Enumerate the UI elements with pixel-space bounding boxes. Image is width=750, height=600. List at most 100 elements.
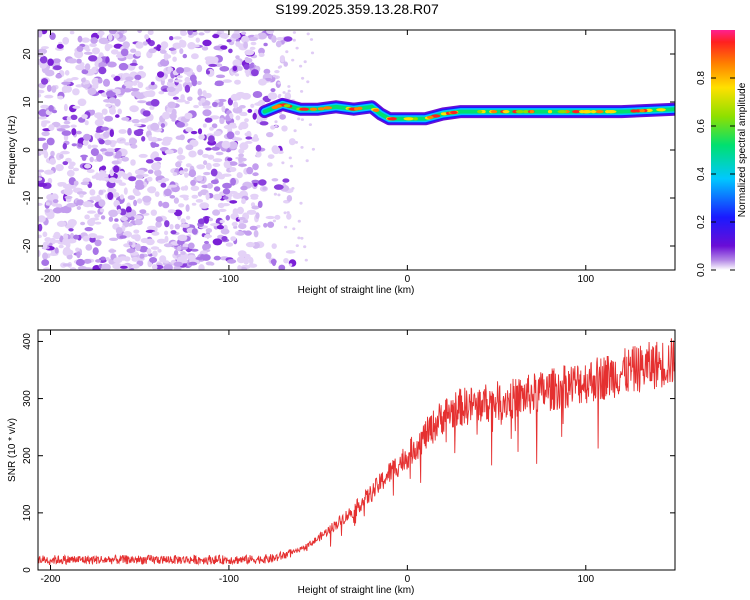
noise-speck	[126, 212, 135, 218]
noise-speck	[300, 90, 304, 93]
noise-speck	[216, 225, 224, 230]
noise-speck	[306, 80, 310, 84]
noise-speck	[47, 177, 53, 185]
noise-speck	[90, 109, 95, 114]
snr-axes: -200 -100 0 100 0 100 200 300 400	[22, 330, 675, 585]
noise-speck	[144, 34, 150, 40]
tone-hotspot	[630, 109, 638, 113]
noise-speck	[40, 104, 50, 109]
noise-speck	[67, 58, 78, 64]
noise-speck	[41, 121, 47, 128]
noise-speck	[188, 169, 197, 178]
noise-speck	[162, 201, 170, 209]
noise-speck	[70, 267, 77, 270]
noise-speck	[288, 138, 296, 146]
noise-speck	[80, 221, 86, 226]
noise-speck	[130, 88, 140, 92]
noise-speck	[279, 55, 285, 63]
noise-speck	[169, 195, 176, 199]
y-tick-label: 300	[22, 390, 33, 407]
noise-speck	[300, 146, 304, 149]
noise-speck	[205, 243, 212, 250]
noise-speck	[295, 244, 299, 248]
noise-speck	[105, 103, 112, 108]
noise-speck	[228, 48, 233, 54]
noise-speck	[282, 91, 286, 94]
noise-speck	[238, 156, 243, 163]
noise-speck	[294, 141, 298, 144]
noise-speck	[180, 218, 186, 224]
noise-speck	[265, 215, 275, 220]
noise-speck	[311, 147, 315, 151]
noise-speck	[201, 254, 211, 261]
x-tick-label: 0	[405, 574, 411, 585]
noise-speck	[230, 236, 237, 242]
noise-speck	[49, 252, 59, 256]
noise-speck	[203, 160, 208, 166]
noise-speck	[66, 169, 75, 177]
noise-speck	[283, 211, 287, 215]
noise-speck	[84, 120, 89, 126]
noise-speck	[202, 109, 212, 117]
noise-speck	[248, 263, 258, 268]
noise-speck	[237, 66, 243, 71]
noise-speck	[241, 35, 250, 44]
noise-speck	[144, 117, 153, 121]
noise-speck	[107, 192, 114, 200]
noise-speck	[38, 234, 42, 239]
noise-speck	[213, 193, 222, 201]
noise-speck	[38, 169, 45, 173]
noise-speck	[106, 148, 114, 152]
y-tick-label: 0	[22, 147, 33, 153]
noise-speck	[77, 191, 87, 196]
noise-speck	[76, 251, 81, 259]
noise-speck	[191, 202, 197, 206]
noise-speck	[150, 246, 160, 250]
tone-hotspot	[639, 109, 645, 113]
colorbar-gradient	[711, 30, 735, 270]
noise-speck	[44, 169, 54, 175]
noise-speck	[308, 123, 312, 126]
noise-speck	[103, 131, 110, 138]
noise-speck	[267, 221, 275, 228]
noise-speck	[297, 117, 301, 121]
noise-speck	[89, 156, 94, 163]
noise-speck	[118, 182, 127, 186]
noise-speck	[246, 209, 257, 215]
noise-speck	[76, 58, 82, 64]
noise-speck	[285, 250, 296, 254]
noise-speck	[182, 53, 187, 59]
noise-speck	[210, 223, 220, 227]
noise-speck	[123, 88, 132, 93]
noise-speck	[158, 200, 163, 207]
noise-speck	[274, 75, 279, 79]
noise-speck	[44, 94, 54, 99]
noise-speck	[66, 116, 72, 121]
noise-speck	[182, 243, 189, 248]
noise-speck	[229, 200, 238, 204]
noise-speck	[231, 33, 241, 39]
noise-speck	[229, 167, 237, 172]
noise-speck	[72, 105, 81, 109]
noise-speck	[38, 30, 43, 38]
noise-speck	[146, 176, 153, 182]
noise-speck	[74, 50, 84, 59]
noise-speck	[287, 85, 291, 88]
noise-speck	[94, 213, 100, 218]
noise-speck	[164, 220, 170, 228]
noise-speck	[213, 130, 222, 137]
noise-speck	[145, 238, 155, 246]
noise-speck	[234, 79, 241, 85]
noise-speck	[56, 128, 66, 132]
noise-speck	[228, 141, 238, 150]
noise-speck	[246, 166, 254, 175]
noise-speck	[96, 194, 101, 202]
noise-speck	[235, 93, 242, 101]
noise-speck	[221, 105, 226, 113]
noise-speck	[54, 247, 59, 254]
noise-speck	[243, 64, 250, 70]
noise-speck	[63, 233, 69, 240]
noise-speck	[212, 163, 221, 167]
noise-speck	[38, 182, 48, 187]
